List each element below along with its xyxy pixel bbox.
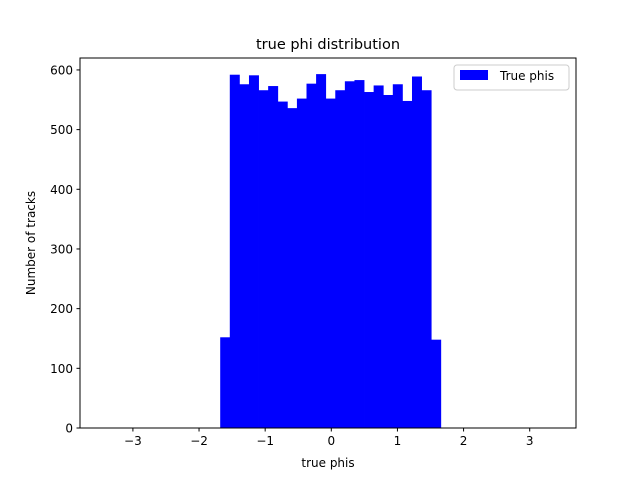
x-tick-label: −1 [256,434,274,448]
histogram-bar [354,80,365,429]
histogram-bar [239,84,250,429]
histogram-bar [373,85,384,429]
y-tick-label: 300 [50,242,73,256]
histogram-bar [344,81,355,428]
legend-label-true-phis: True phis [499,69,554,83]
histogram-bar [431,339,442,428]
y-tick-label: 200 [50,302,73,316]
histogram-bar [258,90,269,429]
histogram-bar [220,337,231,428]
histogram-bar [296,98,307,429]
x-tick-label: −3 [124,434,142,448]
histogram-bar [421,90,432,429]
histogram-bar [411,76,422,428]
histogram-bar [316,74,327,428]
y-tick-label: 500 [50,123,73,137]
histogram-bar [392,84,403,429]
chart-title: true phi distribution [256,37,400,53]
histogram-bar [325,98,336,429]
histogram-bar [287,108,298,429]
legend: True phis [453,64,570,91]
x-axis: −3 −2 −1 0 1 2 3 [124,428,534,448]
x-tick-label: 3 [526,434,534,448]
histogram-bar [335,90,346,429]
histogram-bar [402,100,413,428]
y-tick-label: 0 [65,422,73,436]
legend-swatch [460,70,488,80]
x-tick-label: 1 [394,434,402,448]
bars-group [220,74,442,429]
histogram-bar [277,101,288,428]
plot-frame [79,57,577,429]
y-tick-label: 400 [50,183,73,197]
y-axis: 0 100 200 300 400 500 600 [50,63,80,436]
x-tick-label: 0 [327,434,335,448]
y-axis-label: Number of tracks [24,191,38,295]
histogram-bar [248,75,259,428]
histogram-bar [383,95,394,428]
histogram-bar [268,86,279,428]
x-tick-label: 2 [460,434,468,448]
x-axis-label: true phis [301,456,354,470]
histogram-bar [306,83,317,429]
histogram-bar [364,92,375,429]
histogram-bar [229,74,240,428]
x-tick-label: −2 [190,434,208,448]
y-tick-label: 100 [50,362,73,376]
y-tick-label: 600 [50,63,73,77]
